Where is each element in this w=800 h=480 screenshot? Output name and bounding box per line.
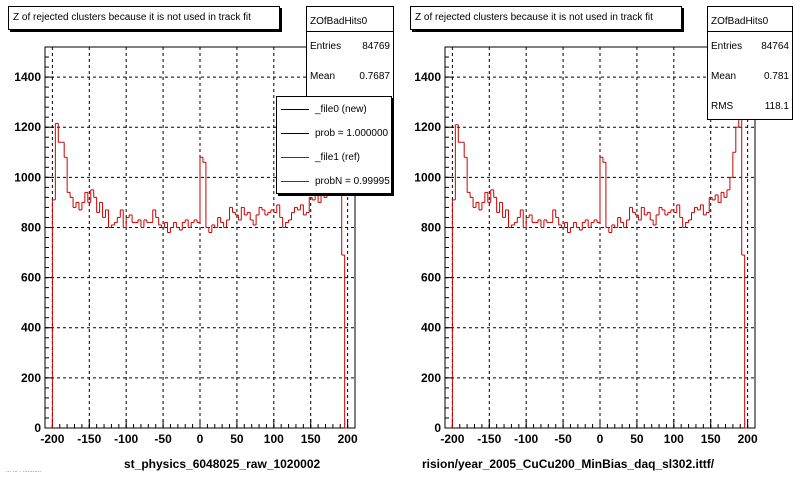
- legend-entry-prob: prob = 1.000000: [277, 121, 391, 145]
- left-y-tick-label-6: 1200: [14, 120, 41, 134]
- right-x-tick-label-7: 150: [701, 432, 721, 446]
- left-series-0: [51, 122, 348, 429]
- legend-label-file0: _file0 (new): [315, 103, 367, 115]
- left-x-tick-label-0: -200: [40, 432, 64, 446]
- left-y-tick-label-5: 1000: [14, 170, 41, 184]
- legend-label-file1: _file1 (ref): [315, 151, 361, 163]
- left-y-tick-label-2: 400: [21, 321, 41, 335]
- left-x-tick-label-6: 100: [264, 432, 284, 446]
- right-x-tick-label-2: -100: [514, 432, 538, 446]
- right-histogram-panel: -200 -150 -100 -50 0 50 100 150 200 0 200 400 600 800…: [400, 0, 800, 480]
- legend-label-probN: probN = 0.99995: [315, 175, 390, 187]
- left-x-tick-label-4: 0: [197, 432, 204, 446]
- right-entries-label: Entries: [711, 41, 743, 52]
- legend-label-prob: prob = 1.000000: [315, 127, 389, 139]
- legend-entry-file0: _file0 (new): [277, 97, 391, 121]
- left-histogram-chart: -200 -150 -100 -50 0 50 100 150 200 0 200 400 600 800…: [14, 46, 358, 446]
- left-x-tick-label-3: -50: [154, 432, 172, 446]
- left-x-tick-label-1: -150: [77, 432, 101, 446]
- right-x-tick-label-4: 0: [597, 432, 604, 446]
- right-stats-name: ZOfBadHits0: [708, 7, 792, 32]
- right-entries-value: 84764: [761, 41, 789, 52]
- right-mean-value: 0.781: [763, 71, 789, 82]
- right-series-0: [451, 114, 748, 429]
- legend-entry-probN: probN = 0.99995: [277, 169, 391, 193]
- left-entries-label: Entries: [310, 41, 342, 52]
- right-x-axis-title: rision/year_2005_CuCu200_MinBias_daq_sl3…: [422, 457, 715, 471]
- left-y-tick-label-3: 600: [21, 271, 41, 285]
- left-y-tick-label-0: 0: [34, 421, 41, 435]
- left-histogram-panel: -200 -150 -100 -50 0 50 100 150 200 0 200 400 600 800…: [8, 6, 394, 471]
- right-rms-label: RMS: [711, 101, 734, 112]
- right-histogram-chart: -200 -150 -100 -50 0 50 100 150 200 0 200 400 600 800…: [414, 46, 758, 446]
- right-x-tick-label-0: -200: [440, 432, 464, 446]
- right-x-tick-label-5: 50: [630, 432, 644, 446]
- right-y-tick-label-1: 200: [421, 371, 441, 385]
- left-y-tick-label-4: 800: [21, 220, 41, 234]
- legend-swatch-file0: [281, 108, 309, 110]
- legend-swatch-file1: [281, 156, 309, 158]
- left-stats-name: ZOfBadHits0: [307, 7, 393, 32]
- left-x-tick-label-5: 50: [230, 432, 244, 446]
- legend-swatch-probN: [281, 180, 309, 182]
- right-y-tick-label-7: 1400: [414, 70, 441, 84]
- left-mean-label: Mean: [310, 71, 336, 82]
- left-x-tick-label-8: 200: [338, 432, 358, 446]
- left-x-tick-label-7: 150: [301, 432, 321, 446]
- right-mean-label: Mean: [711, 71, 737, 82]
- left-mean-value: 0.7687: [359, 71, 390, 82]
- left-stats-box: ZOfBadHits0 Entries 84769 Mean 0.7687: [306, 6, 394, 100]
- left-x-axis-title: st_physics_6048025_raw_1020002: [124, 457, 321, 471]
- left-legend: _file0 (new) prob = 1.000000 _file1 (ref…: [276, 96, 392, 194]
- footnote-text: ... ... . ...........: [6, 468, 42, 474]
- left-y-tick-label-1: 200: [21, 371, 41, 385]
- left-x-tick-label-2: -100: [114, 432, 138, 446]
- right-x-tick-label-3: -50: [554, 432, 572, 446]
- right-x-tick-label-8: 200: [738, 432, 758, 446]
- right-y-tick-label-0: 0: [434, 421, 441, 435]
- right-x-tick-label-1: -150: [477, 432, 501, 446]
- right-plot-title: Z of rejected clusters because it is not…: [410, 6, 682, 30]
- right-x-tick-label-6: 100: [664, 432, 684, 446]
- right-y-tick-label-5: 1000: [414, 170, 441, 184]
- left-y-tick-label-7: 1400: [14, 70, 41, 84]
- right-rms-value: 118.1: [764, 101, 789, 112]
- left-entries-value: 84769: [362, 41, 390, 52]
- legend-swatch-prob: [281, 132, 309, 134]
- left-plot-title: Z of rejected clusters because it is not…: [8, 6, 280, 30]
- right-y-tick-label-2: 400: [421, 321, 441, 335]
- right-y-tick-label-3: 600: [421, 271, 441, 285]
- legend-entry-file1: _file1 (ref): [277, 145, 391, 169]
- right-stats-box: ZOfBadHits0 Entries 84764 Mean 0.781 RMS 11…: [707, 6, 793, 120]
- right-y-tick-label-4: 800: [421, 220, 441, 234]
- right-y-tick-label-6: 1200: [414, 120, 441, 134]
